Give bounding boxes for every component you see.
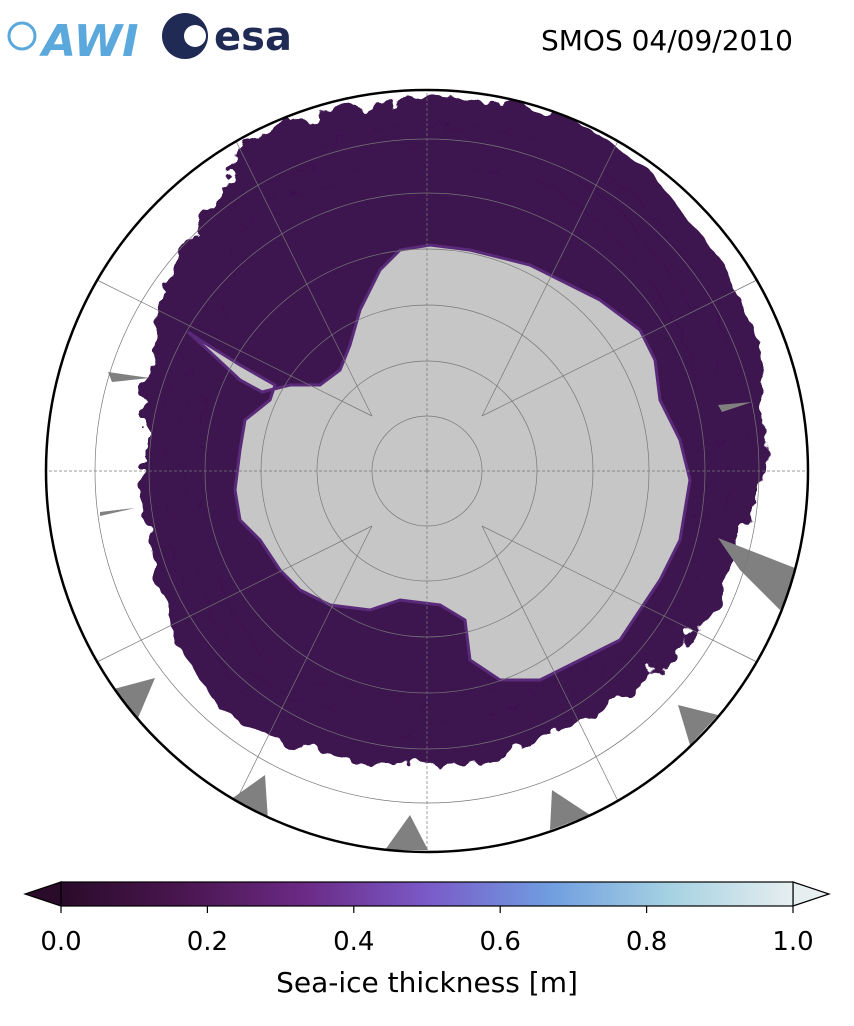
colorbar-extend-min [23, 881, 62, 907]
colorbar-tick-label: 0.2 [187, 927, 228, 957]
colorbar-bar [60, 881, 794, 907]
colorbar-extend-max [792, 881, 831, 907]
colorbar-label: Sea-ice thickness [m] [276, 966, 578, 999]
land-patches [100, 372, 800, 850]
logo-text: esa [214, 14, 292, 60]
graticule [46, 90, 808, 852]
colorbar-tick-label: 0.0 [40, 927, 81, 957]
esa-logo: esa [162, 13, 292, 60]
colorbar: 0.0 0.2 0.4 0.6 0.8 1.0 [23, 881, 831, 957]
map [46, 90, 808, 852]
colorbar-tick-label: 0.4 [333, 927, 374, 957]
logo-text: AWI [39, 16, 139, 67]
map-border [44, 88, 810, 854]
title: SMOS 04/09/2010 [541, 24, 793, 57]
colorbar-tick-label: 0.8 [626, 927, 667, 957]
colorbar-tick-label: 1.0 [772, 927, 813, 957]
awi-logo: AWI [7, 16, 139, 67]
antarctica [186, 243, 692, 682]
colorbar-tick-label: 0.6 [480, 927, 521, 957]
